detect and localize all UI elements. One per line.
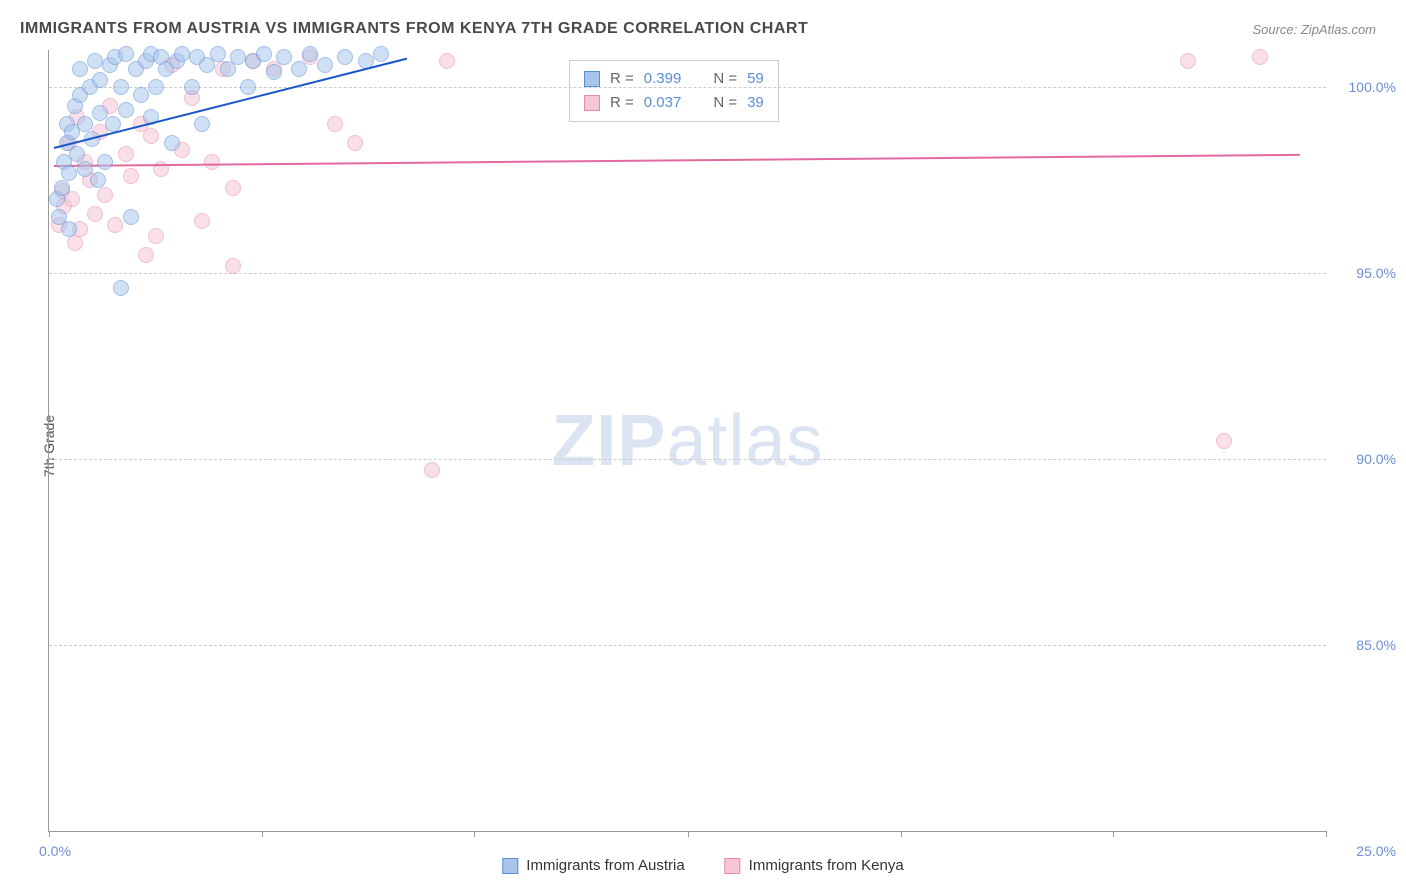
x-tick <box>688 831 689 837</box>
stats-row-kenya: R = 0.037 N = 39 <box>584 91 764 115</box>
plot-area: ZIPatlas R = 0.399 N = 59 R = 0.037 N = … <box>48 50 1326 832</box>
x-tick <box>1326 831 1327 837</box>
x-tick <box>262 831 263 837</box>
data-point-kenya <box>194 213 210 229</box>
data-point-austria <box>77 116 93 132</box>
data-point-austria <box>87 53 103 69</box>
data-point-austria <box>118 102 134 118</box>
n-label: N = <box>713 91 737 115</box>
grid-line <box>49 645 1326 646</box>
data-point-austria <box>97 154 113 170</box>
swatch-austria-icon <box>502 858 518 874</box>
data-point-kenya <box>118 146 134 162</box>
data-point-austria <box>113 79 129 95</box>
data-point-austria <box>61 165 77 181</box>
data-point-kenya <box>123 168 139 184</box>
n-value-kenya: 39 <box>747 91 764 115</box>
data-point-kenya <box>1252 49 1268 65</box>
data-point-kenya <box>138 247 154 263</box>
x-tick <box>901 831 902 837</box>
stats-legend: R = 0.399 N = 59 R = 0.037 N = 39 <box>569 60 779 122</box>
data-point-austria <box>210 46 226 62</box>
r-label: R = <box>610 91 634 115</box>
data-point-austria <box>230 49 246 65</box>
data-point-kenya <box>148 228 164 244</box>
chart-title: IMMIGRANTS FROM AUSTRIA VS IMMIGRANTS FR… <box>20 20 808 38</box>
data-point-kenya <box>439 53 455 69</box>
data-point-kenya <box>143 128 159 144</box>
x-tick <box>474 831 475 837</box>
y-tick-label: 100.0% <box>1349 79 1396 95</box>
chart-container: IMMIGRANTS FROM AUSTRIA VS IMMIGRANTS FR… <box>0 0 1406 892</box>
data-point-austria <box>240 79 256 95</box>
data-point-kenya <box>347 135 363 151</box>
data-point-austria <box>194 116 210 132</box>
data-point-kenya <box>204 154 220 170</box>
x-tick <box>1113 831 1114 837</box>
data-point-kenya <box>67 235 83 251</box>
legend-item-austria: Immigrants from Austria <box>502 857 684 874</box>
series-legend: Immigrants from Austria Immigrants from … <box>502 857 903 874</box>
data-point-austria <box>72 61 88 77</box>
swatch-kenya-icon <box>725 858 741 874</box>
data-point-austria <box>54 180 70 196</box>
x-tick-label-max: 25.0% <box>1356 843 1396 859</box>
data-point-austria <box>90 172 106 188</box>
x-tick <box>49 831 50 837</box>
data-point-kenya <box>225 258 241 274</box>
swatch-austria-icon <box>584 71 600 87</box>
data-point-austria <box>92 72 108 88</box>
swatch-kenya-icon <box>584 95 600 111</box>
legend-label-austria: Immigrants from Austria <box>526 857 684 874</box>
data-point-austria <box>373 46 389 62</box>
watermark-atlas: atlas <box>666 401 823 481</box>
data-point-austria <box>266 64 282 80</box>
trend-line-kenya <box>54 154 1300 167</box>
x-tick-label-min: 0.0% <box>39 843 71 859</box>
y-tick-label: 90.0% <box>1356 451 1396 467</box>
data-point-kenya <box>225 180 241 196</box>
data-point-kenya <box>327 116 343 132</box>
grid-line <box>49 273 1326 274</box>
grid-line <box>49 459 1326 460</box>
y-tick-label: 95.0% <box>1356 265 1396 281</box>
data-point-austria <box>164 135 180 151</box>
data-point-austria <box>61 221 77 237</box>
data-point-austria <box>123 209 139 225</box>
data-point-kenya <box>1216 433 1232 449</box>
data-point-austria <box>317 57 333 73</box>
source-attribution: Source: ZipAtlas.com <box>1252 22 1376 37</box>
data-point-austria <box>302 46 318 62</box>
data-point-austria <box>276 49 292 65</box>
legend-label-kenya: Immigrants from Kenya <box>749 857 904 874</box>
data-point-austria <box>69 146 85 162</box>
data-point-kenya <box>107 217 123 233</box>
data-point-kenya <box>87 206 103 222</box>
data-point-austria <box>291 61 307 77</box>
legend-item-kenya: Immigrants from Kenya <box>725 857 904 874</box>
data-point-kenya <box>1180 53 1196 69</box>
data-point-austria <box>337 49 353 65</box>
data-point-austria <box>113 280 129 296</box>
watermark: ZIPatlas <box>551 400 823 482</box>
data-point-austria <box>174 46 190 62</box>
data-point-austria <box>256 46 272 62</box>
data-point-kenya <box>424 462 440 478</box>
watermark-zip: ZIP <box>551 401 666 481</box>
data-point-kenya <box>97 187 113 203</box>
y-tick-label: 85.0% <box>1356 637 1396 653</box>
data-point-austria <box>133 87 149 103</box>
data-point-austria <box>118 46 134 62</box>
r-value-kenya: 0.037 <box>644 91 682 115</box>
data-point-austria <box>148 79 164 95</box>
data-point-austria <box>184 79 200 95</box>
